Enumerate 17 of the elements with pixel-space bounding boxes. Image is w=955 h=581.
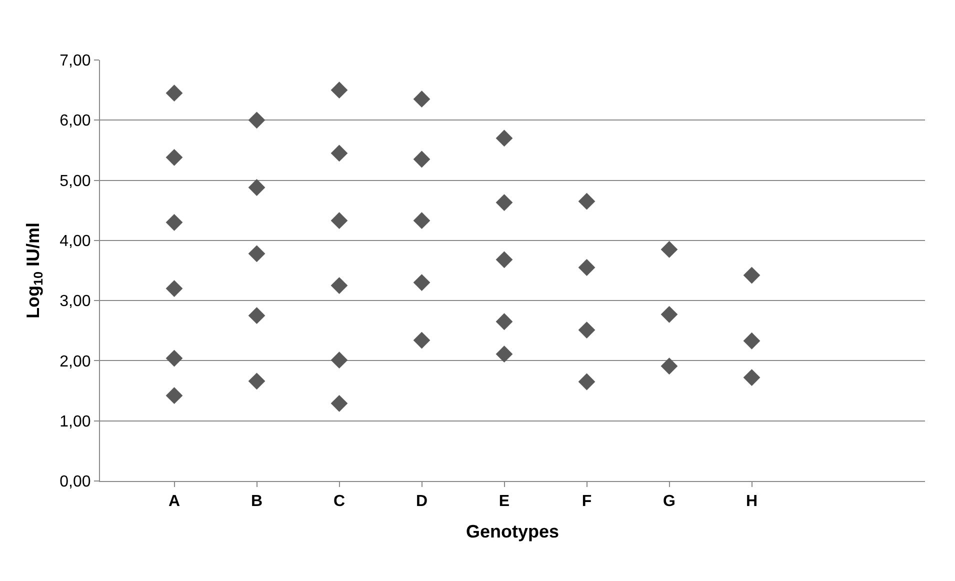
- x-tick-label: H: [746, 493, 758, 510]
- y-tick-label: 5,00: [60, 172, 91, 190]
- x-tick-label: E: [498, 493, 510, 510]
- y-tick-label: 1,00: [60, 413, 91, 430]
- y-tick-label: 4,00: [60, 233, 91, 250]
- x-tick-label: D: [416, 493, 428, 510]
- y-tick-label: 6,00: [60, 112, 91, 130]
- y-tick-label: 2,00: [60, 353, 91, 370]
- x-axis-title: Genotypes: [466, 521, 560, 542]
- x-tick-label: B: [250, 493, 263, 510]
- x-tick-label: A: [168, 493, 180, 510]
- y-tick-label: 0,00: [60, 474, 91, 491]
- x-tick-label: C: [333, 493, 346, 510]
- x-tick-label: G: [663, 493, 676, 510]
- y-tick-label: 3,00: [60, 293, 91, 310]
- x-tick-label: F: [582, 493, 592, 510]
- y-tick-label: 7,00: [60, 52, 91, 70]
